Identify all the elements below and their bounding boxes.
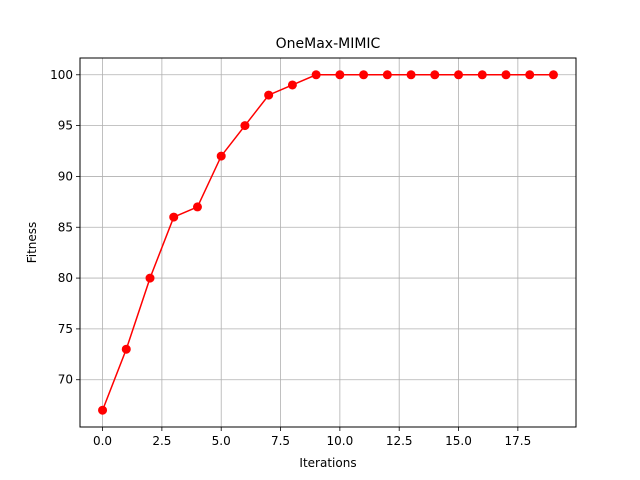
data-point [121,344,131,354]
chart-title: OneMax-MIMIC [276,36,381,52]
data-point [335,70,345,80]
y-tick-label: 95 [58,119,73,133]
x-tick-label: 2.5 [152,434,171,448]
x-tick-label: 17.5 [504,434,531,448]
data-point [477,70,487,80]
data-point [216,151,226,161]
data-point [169,212,179,222]
x-tick-label: 5.0 [212,434,231,448]
data-point [382,70,392,80]
x-axis-label: Iterations [299,456,356,470]
y-tick-label: 100 [50,68,73,82]
x-tick-label: 7.5 [271,434,290,448]
data-point [548,70,558,80]
data-point [454,70,464,80]
data-point [98,405,108,415]
series-layer [98,70,558,415]
x-axis: 0.0 2.5 5.0 7.5 10.0 12.5 15.0 17.5 [93,427,531,448]
data-point [501,70,511,80]
x-tick-label: 0.0 [93,434,112,448]
y-tick-label: 85 [58,220,73,234]
data-point [264,90,274,100]
data-point [287,80,297,90]
data-point [192,202,202,212]
y-tick-label: 75 [58,322,73,336]
y-tick-label: 80 [58,271,73,285]
data-point [406,70,416,80]
y-tick-label: 90 [58,169,73,183]
plot-frame [79,57,577,428]
data-point [311,70,321,80]
data-point [145,273,155,283]
data-point [525,70,535,80]
y-tick-label: 70 [58,373,73,387]
y-axis-label: Fitness [25,222,39,264]
y-axis: 70 75 80 85 90 95 100 [50,68,80,387]
x-tick-label: 10.0 [327,434,354,448]
data-point [359,70,369,80]
grid [80,58,576,427]
data-point [430,70,440,80]
x-tick-label: 12.5 [386,434,413,448]
x-tick-label: 15.0 [445,434,472,448]
data-point [240,121,250,131]
